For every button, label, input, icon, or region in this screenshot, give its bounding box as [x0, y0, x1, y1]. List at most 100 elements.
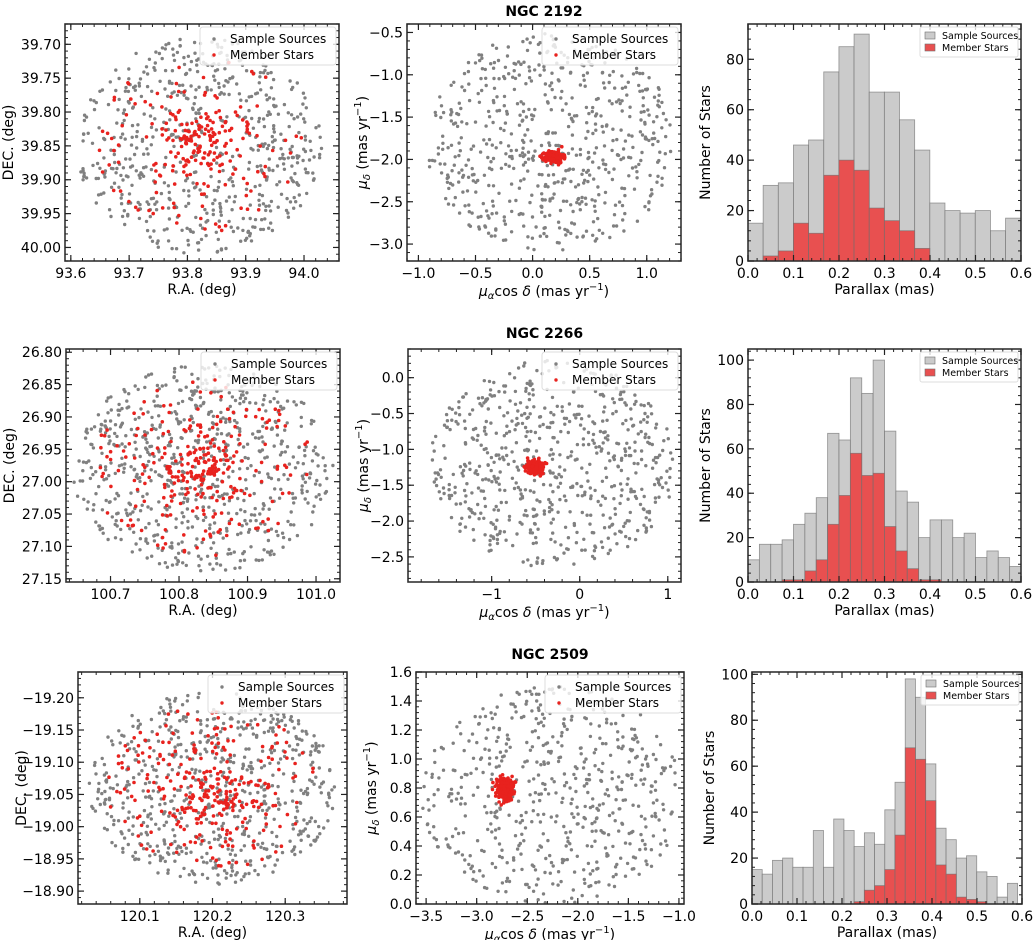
- sample-point: [209, 546, 213, 550]
- sample-point: [121, 806, 125, 810]
- sample-point: [203, 734, 207, 739]
- sample-point: [176, 558, 180, 563]
- sample-point: [96, 787, 101, 791]
- x-tick-label: −1: [481, 587, 502, 603]
- sample-point: [211, 567, 215, 571]
- sample-point: [627, 133, 631, 137]
- sample-point: [484, 124, 488, 128]
- x-tick-label: 0.2: [828, 587, 850, 603]
- sample-point: [170, 69, 175, 73]
- sample-point: [473, 471, 477, 475]
- sample-point: [178, 160, 183, 164]
- sample-point: [512, 459, 516, 464]
- sample-point: [217, 494, 221, 499]
- sample-point: [201, 450, 206, 454]
- sample-point: [123, 89, 128, 93]
- sample-point: [230, 208, 234, 212]
- member-point: [294, 134, 299, 138]
- sample-point: [171, 53, 176, 57]
- sample-point: [248, 234, 252, 238]
- sample-point: [638, 89, 642, 94]
- member-point: [240, 118, 245, 122]
- member-point: [245, 181, 249, 186]
- sample-point: [509, 230, 514, 234]
- sample-point: [526, 246, 530, 250]
- sample-point: [476, 433, 480, 438]
- sample-point: [552, 555, 557, 560]
- sample-point: [447, 186, 451, 191]
- member-point: [143, 99, 147, 104]
- sample-point: [261, 440, 265, 444]
- sample-point: [661, 448, 665, 453]
- member-point: [212, 457, 216, 462]
- x-tick-label: 0.0: [737, 587, 759, 603]
- sample-point: [534, 225, 538, 229]
- sample-point: [227, 766, 231, 771]
- sample-point: [218, 449, 222, 453]
- member-point: [550, 157, 554, 162]
- sample-point: [565, 228, 569, 232]
- sample-point: [128, 157, 132, 161]
- member-point: [276, 521, 280, 526]
- sample-point: [608, 548, 612, 552]
- legend-sample-marker: [554, 37, 558, 41]
- sample-point: [152, 229, 156, 233]
- sample-point: [261, 227, 266, 232]
- member-point: [201, 491, 205, 496]
- sample-point: [465, 122, 469, 126]
- sample-point: [201, 518, 206, 523]
- sample-point: [489, 62, 493, 66]
- sample-point: [575, 442, 580, 447]
- sample-point: [500, 446, 504, 450]
- sample-point: [300, 491, 304, 495]
- x-tick-label: 93.7: [114, 266, 145, 282]
- sample-point: [245, 236, 249, 240]
- member-point: [258, 144, 263, 148]
- member-point: [162, 482, 167, 487]
- sample-point: [314, 741, 318, 746]
- sample-point: [144, 219, 149, 224]
- sample-point: [247, 527, 252, 532]
- member-point: [160, 513, 165, 517]
- sample-point: [650, 466, 655, 470]
- sample-point: [662, 166, 667, 170]
- sample-point: [523, 160, 528, 165]
- legend-label-sample: Sample Sources: [942, 356, 1018, 367]
- sample-point: [523, 133, 527, 137]
- sample-point: [144, 165, 148, 169]
- y-axis-label: Number of Stars: [698, 85, 714, 200]
- sample-point: [594, 128, 598, 132]
- sample-point: [461, 173, 466, 178]
- y-tick-label: 26.85: [22, 378, 62, 394]
- sample-point: [166, 94, 170, 99]
- sample-point: [643, 411, 647, 416]
- sample-point: [524, 389, 528, 393]
- sample-point: [195, 241, 200, 245]
- sample-point: [591, 160, 595, 164]
- member-point: [244, 414, 248, 419]
- member-point: [231, 172, 235, 176]
- sample-point: [611, 455, 616, 459]
- x-tick-label: 0.4: [919, 266, 941, 282]
- sample-point: [581, 437, 586, 441]
- sample-point: [639, 429, 643, 434]
- legend-sample-marker: [554, 362, 558, 366]
- member-point: [150, 122, 154, 126]
- sample-point: [138, 476, 142, 480]
- sample-point: [140, 503, 144, 507]
- sample-point: [295, 115, 300, 119]
- sample-point: [219, 206, 223, 210]
- sample-point: [538, 500, 542, 504]
- member-bar: [793, 222, 810, 261]
- sample-point: [113, 522, 117, 527]
- sample-point: [646, 108, 650, 112]
- member-point: [163, 162, 167, 167]
- sample-point: [96, 176, 101, 181]
- sample-point: [569, 231, 573, 236]
- member-point: [299, 136, 304, 140]
- sample-point: [636, 432, 640, 436]
- sample-point: [102, 191, 106, 195]
- sample-point: [154, 208, 159, 212]
- member-point: [257, 407, 262, 412]
- sample-point: [288, 839, 292, 843]
